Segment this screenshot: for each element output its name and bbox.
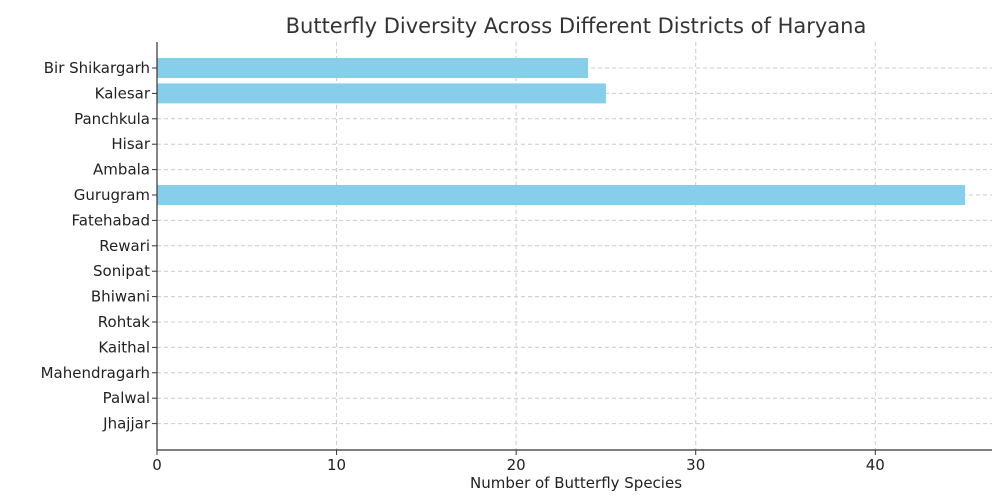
x-tick-label: 40 [866, 456, 885, 474]
bar-gurugram [157, 185, 966, 205]
y-tick-label: Ambala [93, 161, 150, 179]
x-axis-label: Number of Butterfly Species [470, 474, 682, 492]
y-tick-label: Mahendragarh [41, 364, 150, 382]
bar-kalesar [157, 83, 606, 104]
x-tick-label: 20 [507, 456, 526, 474]
y-tick-labels: Bir Shikargarh Kalesar Panchkula Hisar Ambal… [41, 59, 151, 433]
y-tick-label: Bir Shikargarh [44, 59, 150, 77]
chart-title: Butterfly Diversity Across Different Dis… [286, 14, 867, 38]
y-tick-label: Kaithal [98, 338, 150, 356]
y-tick-label: Jhajjar [102, 415, 151, 433]
x-tick-labels: 0 10 20 30 40 [152, 456, 885, 474]
y-tick-label: Rohtak [98, 313, 151, 331]
y-tick-label: Kalesar [95, 84, 151, 102]
x-tick-label: 0 [152, 456, 162, 474]
y-tick-label: Gurugram [74, 186, 150, 204]
y-tick-label: Panchkula [74, 110, 150, 128]
y-tick-label: Sonipat [93, 262, 150, 280]
y-tick-label: Fatehabad [72, 211, 151, 229]
y-tick-label: Palwal [103, 389, 150, 407]
y-tick-label: Bhiwani [91, 288, 150, 306]
y-tick-label: Hisar [111, 135, 150, 153]
y-tick-label: Rewari [99, 237, 150, 255]
bars [157, 58, 966, 205]
bar-bir-shikargarh [157, 58, 588, 78]
x-tick-label: 10 [327, 456, 346, 474]
x-tick-label: 30 [686, 456, 705, 474]
axes [152, 42, 992, 455]
